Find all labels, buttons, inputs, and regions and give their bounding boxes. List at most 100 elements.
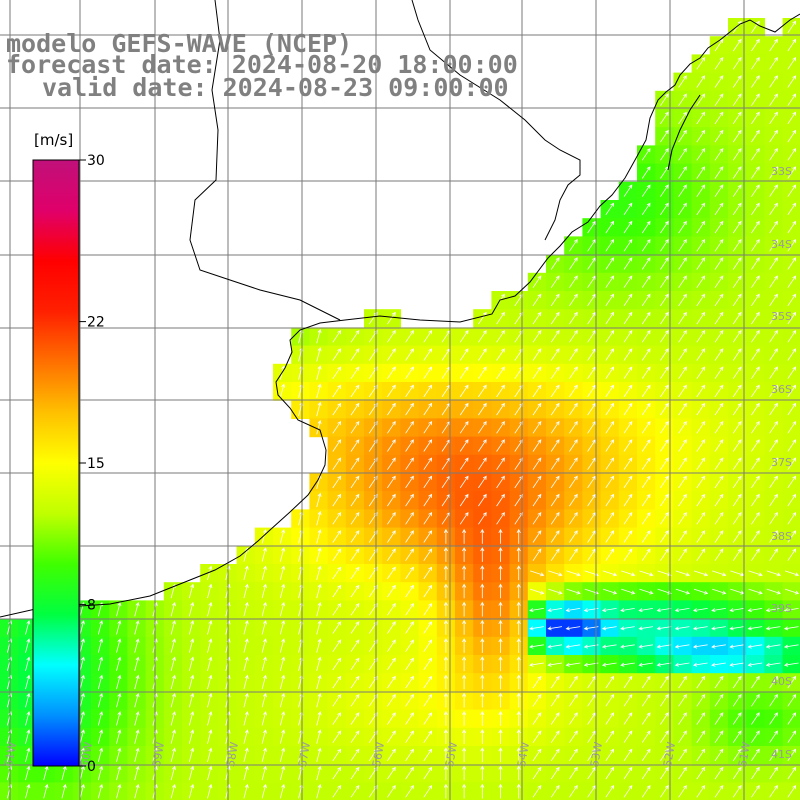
- wind-arrow: [134, 692, 140, 708]
- wind-arrow: [532, 330, 542, 343]
- wind-arrow: [116, 601, 122, 617]
- speed-cell: [382, 454, 401, 474]
- wind-arrow: [462, 729, 467, 744]
- speed-cell: [637, 473, 656, 492]
- wind-arrow: [769, 712, 778, 725]
- wind-arrow: [350, 421, 360, 434]
- speed-cell: [382, 473, 401, 492]
- wind-arrow: [498, 710, 503, 726]
- wind-arrow: [641, 421, 651, 434]
- speed-cell: [364, 636, 383, 656]
- speed-cell: [709, 746, 729, 765]
- wind-arrow: [350, 766, 360, 780]
- wind-arrow: [751, 220, 760, 234]
- wind-arrow: [605, 439, 615, 452]
- speed-cell: [673, 746, 693, 765]
- wind-arrow: [170, 765, 176, 781]
- wind-arrow: [459, 493, 469, 507]
- wind-arrow: [674, 662, 690, 667]
- speed-cell: [600, 200, 620, 219]
- speed-cell: [618, 727, 638, 747]
- wind-arrow: [732, 675, 742, 689]
- wind-arrow: [443, 601, 448, 617]
- wind-arrow: [423, 748, 433, 762]
- wind-arrow: [423, 493, 433, 507]
- speed-cell: [600, 400, 620, 419]
- speed-cell: [691, 272, 711, 292]
- speed-cell: [527, 382, 547, 401]
- wind-arrow: [332, 712, 342, 725]
- wind-arrow: [729, 608, 745, 613]
- wind-arrow: [462, 692, 467, 708]
- speed-cell: [673, 363, 693, 383]
- speed-cell: [764, 691, 784, 711]
- speed-cell: [364, 527, 383, 547]
- wind-arrow: [569, 675, 578, 689]
- speed-cell: [764, 436, 784, 456]
- speed-cell: [400, 655, 420, 674]
- wind-arrow: [787, 184, 797, 197]
- longitude-label: 59W: [150, 741, 167, 768]
- speed-cell: [764, 673, 784, 692]
- speed-cell: [728, 72, 747, 92]
- wind-arrow: [462, 656, 467, 672]
- longitude-label: 60W: [78, 741, 95, 768]
- wind-arrow: [587, 239, 596, 252]
- speed-cell: [364, 436, 383, 456]
- speed-cell: [691, 54, 711, 74]
- speed-cell: [345, 491, 365, 510]
- wind-arrow: [405, 712, 414, 725]
- speed-cell: [473, 327, 492, 347]
- wind-arrow: [693, 570, 709, 577]
- wind-arrow: [678, 348, 687, 361]
- wind-arrow: [316, 674, 322, 690]
- speed-cell: [709, 509, 729, 529]
- wind-arrow: [605, 202, 615, 216]
- wind-arrow: [787, 421, 797, 434]
- speed-cell: [764, 272, 784, 292]
- wind-arrow: [279, 529, 286, 544]
- wind-arrow: [660, 239, 669, 252]
- speed-cell: [455, 345, 474, 365]
- speed-cell: [746, 18, 765, 37]
- speed-cell: [691, 127, 711, 146]
- speed-cell: [546, 327, 565, 347]
- wind-arrow: [134, 783, 140, 799]
- wind-arrow: [243, 747, 249, 763]
- wind-arrow: [678, 402, 687, 416]
- wind-arrow: [660, 330, 669, 343]
- speed-cell: [418, 473, 438, 492]
- wind-arrow: [605, 712, 615, 725]
- wind-arrow: [116, 729, 122, 744]
- speed-cell: [764, 181, 784, 201]
- wind-arrow: [766, 570, 781, 577]
- coastline: [667, 94, 701, 171]
- speed-cell: [637, 163, 656, 183]
- wind-arrow: [387, 584, 396, 598]
- wind-arrow: [332, 766, 342, 780]
- speed-cell: [345, 527, 365, 547]
- wind-arrow: [459, 439, 469, 452]
- wind-arrow: [459, 512, 469, 525]
- wind-arrow: [550, 530, 560, 543]
- wind-arrow: [696, 730, 706, 743]
- wind-arrow: [134, 747, 140, 763]
- wind-arrow: [548, 588, 563, 595]
- speed-cell: [673, 163, 693, 183]
- wind-arrow: [769, 257, 778, 270]
- wind-arrow: [350, 639, 360, 652]
- speed-cell: [673, 272, 693, 292]
- wind-arrow: [732, 402, 742, 416]
- wind-arrow: [714, 148, 724, 161]
- wind-arrow: [316, 620, 322, 635]
- wind-arrow: [766, 588, 781, 595]
- wind-arrow: [550, 439, 560, 452]
- wind-arrow: [261, 692, 267, 708]
- wind-arrow: [623, 548, 633, 561]
- wind-arrow: [623, 275, 633, 288]
- speed-cell: [418, 382, 438, 401]
- speed-cell: [673, 181, 693, 201]
- wind-arrow: [496, 439, 505, 452]
- wind-arrow: [696, 712, 706, 725]
- speed-cell: [364, 582, 383, 601]
